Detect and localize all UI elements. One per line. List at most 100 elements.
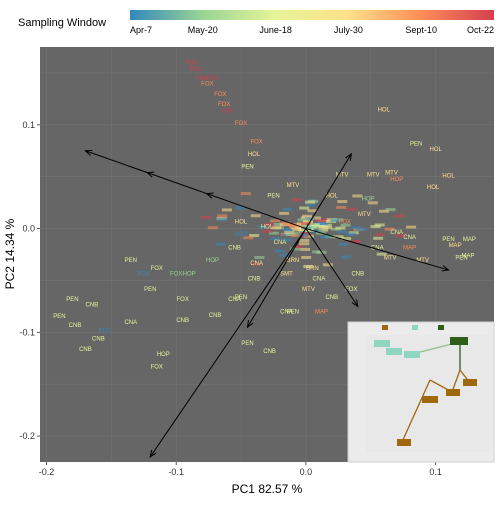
- point-label: MTV: [336, 173, 349, 179]
- point-cluster-mark: [282, 207, 293, 211]
- point-cluster-mark: [318, 228, 329, 232]
- point-cluster-mark: [262, 229, 273, 233]
- point-label: CNA: [313, 276, 326, 282]
- point-label: PEN: [53, 314, 65, 320]
- legend-label: Sept-10: [405, 25, 437, 35]
- inset-legend-key: [438, 325, 444, 330]
- point-label: FOX: [138, 271, 150, 277]
- x-tick-label: -0.2: [39, 467, 55, 477]
- inset-legend-key: [382, 325, 388, 330]
- arrow-head: [205, 192, 214, 199]
- legend-colorbar: [130, 10, 494, 20]
- point-cluster-mark: [333, 235, 344, 239]
- point-cluster-mark: [376, 252, 387, 256]
- arrow-head: [345, 152, 352, 161]
- inset-branch: [401, 379, 431, 443]
- point-cluster-mark: [336, 205, 347, 209]
- point-cluster-mark: [249, 234, 260, 238]
- point-label: FOX: [235, 121, 247, 127]
- point-label: FOX: [206, 76, 218, 82]
- x-tick-label: 0.0: [300, 467, 313, 477]
- point-cluster-mark: [217, 218, 228, 222]
- point-label: FOX: [218, 102, 230, 108]
- point-label: MAP: [463, 237, 476, 243]
- point-cluster-mark: [289, 225, 300, 229]
- point-cluster-mark: [356, 227, 367, 231]
- point-label: CNB: [176, 318, 189, 324]
- loading-arrow: [247, 228, 307, 328]
- point-cluster-mark: [406, 225, 417, 229]
- point-cluster-mark: [221, 208, 232, 212]
- point-label: CNA: [403, 235, 416, 241]
- inset-node: [386, 348, 402, 355]
- point-label: CNA: [228, 297, 241, 303]
- point-cluster-mark: [304, 200, 315, 204]
- point-cluster-mark: [375, 233, 386, 237]
- point-cluster-mark: [309, 223, 320, 227]
- point-cluster-mark: [302, 214, 313, 218]
- point-cluster-mark: [284, 227, 295, 231]
- point-cluster-mark: [346, 207, 357, 211]
- legend-label: June-18: [259, 25, 292, 35]
- point-cluster-mark: [270, 219, 281, 223]
- point-label: CNB: [79, 347, 92, 353]
- point-label: FOX: [250, 139, 262, 145]
- arrow-head: [246, 320, 254, 329]
- point-label: CNA: [124, 320, 137, 326]
- point-cluster-mark: [293, 244, 304, 248]
- legend-label: May-20: [188, 25, 218, 35]
- point-label: PEN: [241, 341, 253, 347]
- point-label: HOL: [429, 147, 442, 153]
- loading-arrow: [305, 153, 352, 229]
- point-cluster-mark: [315, 219, 326, 223]
- point-label: MTV: [302, 287, 315, 293]
- point-cluster-mark: [373, 236, 384, 240]
- point-cluster-mark: [201, 215, 212, 219]
- inset-node: [463, 379, 477, 386]
- point-label: HOP: [390, 177, 403, 183]
- point-cluster-mark: [314, 221, 325, 225]
- point-label: HOP: [206, 258, 219, 264]
- point-label: MTV: [416, 258, 429, 264]
- loading-arrow: [305, 228, 449, 271]
- point-cluster-mark: [299, 242, 310, 246]
- point-cluster-mark: [367, 201, 378, 205]
- point-label: FOX: [339, 219, 351, 225]
- point-label: PEN: [144, 287, 156, 293]
- point-cluster-mark: [384, 227, 395, 231]
- point-label: BRN: [287, 258, 300, 264]
- point-label: CNB: [69, 323, 82, 329]
- point-label: MTV: [367, 173, 380, 179]
- point-label: CNB: [351, 271, 364, 277]
- point-cluster-mark: [350, 239, 361, 243]
- point-cluster-mark: [279, 253, 290, 257]
- point-cluster-mark: [298, 233, 309, 237]
- legend-label: Apr-7: [130, 25, 152, 35]
- inset-branch: [451, 369, 461, 393]
- point-label: HOL: [442, 174, 455, 180]
- point-label: HOL: [427, 185, 440, 191]
- point-label: CNA: [274, 240, 287, 246]
- point-cluster-mark: [303, 220, 314, 224]
- point-label: CNA: [250, 261, 263, 267]
- point-label: CNB: [248, 276, 261, 282]
- point-label: MAP: [315, 310, 328, 316]
- point-cluster-mark: [337, 230, 348, 234]
- point-cluster-mark: [257, 225, 268, 229]
- point-cluster-mark: [301, 222, 312, 226]
- point-cluster-mark: [337, 200, 348, 204]
- inset-node: [422, 396, 438, 403]
- point-label: CNB: [228, 245, 241, 251]
- point-label: FOX: [214, 92, 226, 98]
- point-cluster-mark: [280, 221, 291, 225]
- point-cluster-mark: [285, 233, 296, 237]
- point-label: PEN: [442, 237, 454, 243]
- y-tick-label: 0.1: [22, 120, 35, 130]
- point-label: CNB: [92, 337, 105, 343]
- point-cluster-mark: [215, 242, 226, 246]
- point-cluster-mark: [338, 242, 349, 246]
- arrow-head: [149, 449, 157, 458]
- point-label: CNA: [371, 245, 384, 251]
